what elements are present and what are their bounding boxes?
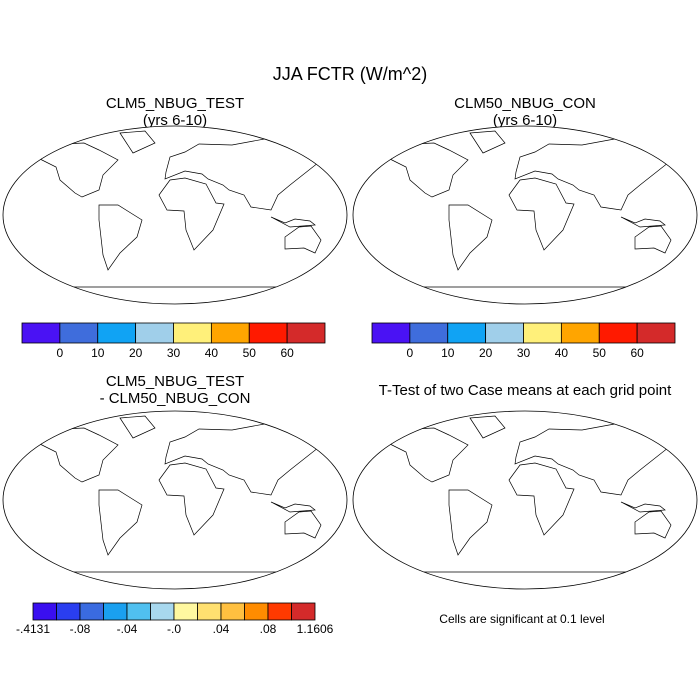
colorbar-label: 20 xyxy=(129,346,143,360)
colorbar-box xyxy=(103,602,128,621)
map xyxy=(352,125,698,305)
panel-subtitle: (yrs 6-10) xyxy=(143,112,207,129)
colorbar-box xyxy=(210,322,250,344)
panel-subtitle: (yrs 6-10) xyxy=(493,112,557,129)
panel-title: CLM5_NBUG_TEST xyxy=(106,373,244,390)
colorbar-label: -.0 xyxy=(167,622,181,636)
colorbar-label: 10 xyxy=(441,346,455,360)
colorbar-box xyxy=(150,602,175,621)
colorbar-label: 10 xyxy=(91,346,105,360)
colorbar-box xyxy=(32,602,57,621)
colorbar-label: 40 xyxy=(555,346,569,360)
colorbar-label: 60 xyxy=(280,346,294,360)
colorbar-label: 50 xyxy=(593,346,607,360)
colorbar-box xyxy=(135,322,174,344)
colorbar-box xyxy=(56,602,81,621)
map xyxy=(352,410,698,590)
colorbar-box xyxy=(244,602,269,621)
colorbar-box xyxy=(291,602,316,621)
colorbar-box xyxy=(173,322,212,344)
significance-note: Cells are significant at 0.1 level xyxy=(439,612,604,626)
colorbar-label: -.04 xyxy=(117,622,138,636)
colorbar-box xyxy=(267,602,292,621)
figure-title: JJA FCTR (W/m^2) xyxy=(273,64,427,84)
map xyxy=(2,125,348,305)
colorbar-box xyxy=(560,322,600,344)
map xyxy=(2,410,348,590)
panel-title: CLM50_NBUG_CON xyxy=(454,95,596,112)
colorbar-label: 30 xyxy=(517,346,531,360)
colorbar-box xyxy=(485,322,524,344)
panel-subtitle: - CLM50_NBUG_CON xyxy=(100,390,251,407)
colorbar-box xyxy=(220,602,245,621)
colorbar-box xyxy=(409,322,449,344)
colorbar-box xyxy=(371,322,411,344)
colorbar-label: 60 xyxy=(630,346,644,360)
colorbar-label: 40 xyxy=(205,346,219,360)
colorbar-box xyxy=(197,602,222,621)
colorbar-box xyxy=(173,602,198,621)
colorbar-label: 50 xyxy=(243,346,257,360)
colorbar-label: 0 xyxy=(407,346,414,360)
colorbar-box xyxy=(636,322,676,344)
colorbar-box xyxy=(79,602,104,621)
colorbar-box xyxy=(598,322,638,344)
colorbar-label: .04 xyxy=(213,622,230,636)
colorbar-box xyxy=(447,322,487,344)
colorbar-label: .08 xyxy=(260,622,277,636)
colorbar-box xyxy=(523,322,562,344)
colorbar-label: 1.1606 xyxy=(297,622,334,636)
colorbars: 0 10 20 30 40 50 60 0 10 20 30 40 50 60 -.4131 -.08 -.04… xyxy=(16,322,676,636)
colorbar-box xyxy=(59,322,99,344)
colorbar-box xyxy=(286,322,326,344)
colorbar-label: 30 xyxy=(167,346,181,360)
panel-title: CLM5_NBUG_TEST xyxy=(106,95,244,112)
colorbar-box xyxy=(97,322,137,344)
panel-title: T-Test of two Case means at each grid po… xyxy=(379,382,672,399)
colorbar-box xyxy=(126,602,151,621)
colorbar-box xyxy=(21,322,61,344)
colorbar-label: -.4131 xyxy=(16,622,50,636)
colorbar-box xyxy=(248,322,288,344)
colorbar-label: -.08 xyxy=(70,622,91,636)
colorbar-label: 20 xyxy=(479,346,493,360)
colorbar-label: 0 xyxy=(57,346,64,360)
